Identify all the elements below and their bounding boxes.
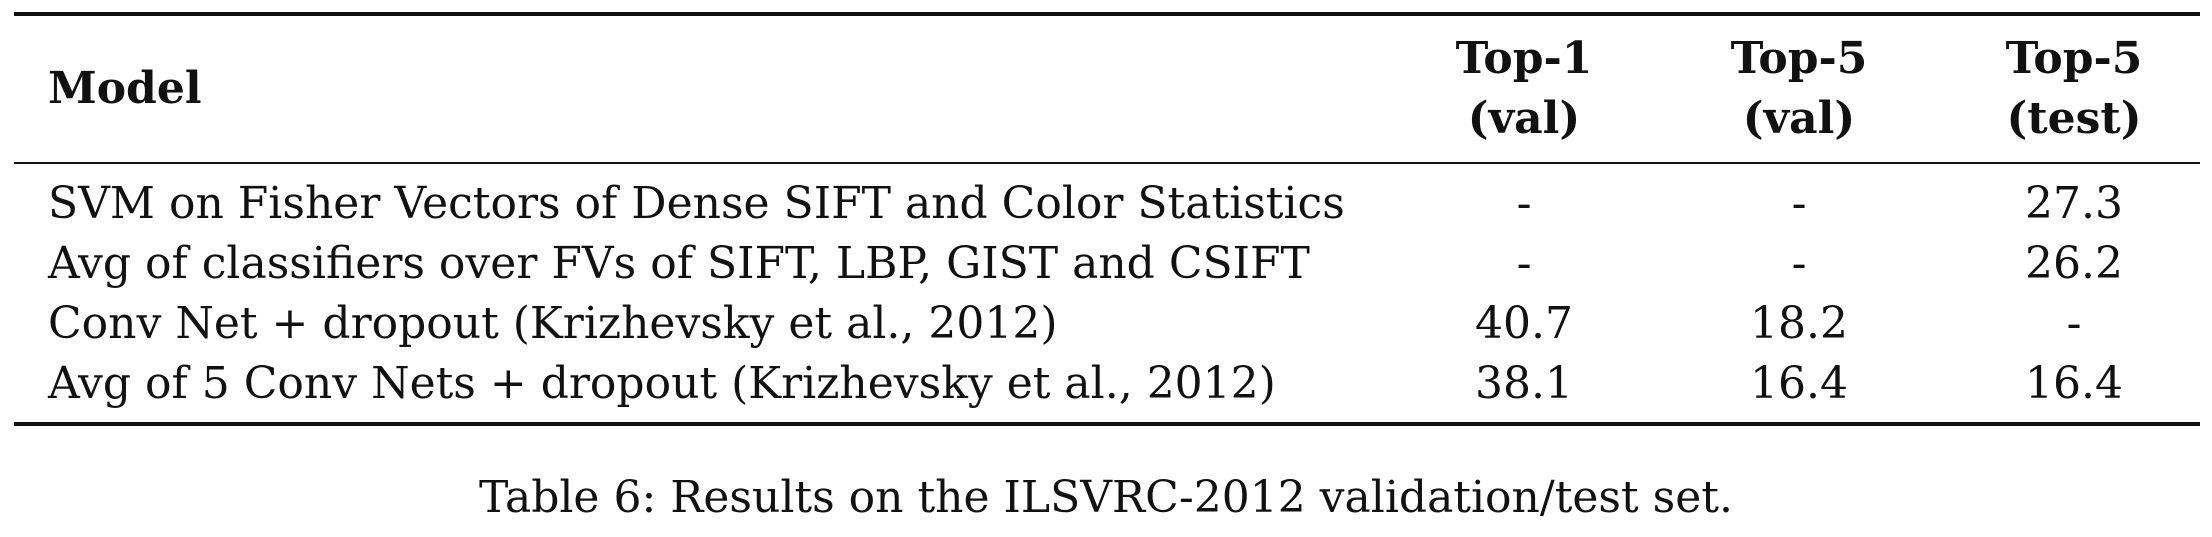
top5-val-cell: 18.2 xyxy=(1750,298,1848,349)
table-caption: Table 6: Results on the ILSVRC-2012 vali… xyxy=(479,472,1733,523)
top5-val-cell: - xyxy=(1791,238,1807,289)
top5-test-cell: - xyxy=(2066,298,2082,349)
header-top1-val-line2: (val) xyxy=(1467,93,1581,144)
top1-val-cell: - xyxy=(1516,178,1532,229)
header-top5-test-line1: Top-5 xyxy=(2005,33,2143,84)
table-body: SVM on Fisher Vectors of Dense SIFT and … xyxy=(14,164,2200,422)
header-top5-test: Top-5 (test) xyxy=(1944,16,2204,162)
top5-test-cell: 16.4 xyxy=(2025,358,2123,409)
header-top1-val: Top-1 (val) xyxy=(1394,16,1654,162)
header-model: Model xyxy=(48,16,202,162)
table-row: Avg of 5 Conv Nets + dropout (Krizhevsky… xyxy=(14,354,2200,414)
model-cell: SVM on Fisher Vectors of Dense SIFT and … xyxy=(48,178,1345,229)
model-cell: Avg of 5 Conv Nets + dropout (Krizhevsky… xyxy=(48,358,1276,409)
header-top5-val: Top-5 (val) xyxy=(1669,16,1929,162)
table-row: Avg of classifiers over FVs of SIFT, LBP… xyxy=(14,234,2200,294)
header-top5-val-line2: (val) xyxy=(1742,93,1856,144)
header-top5-val-line1: Top-5 xyxy=(1730,33,1868,84)
top-rule xyxy=(14,12,2200,16)
table-row: Conv Net + dropout (Krizhevsky et al., 2… xyxy=(14,294,2200,354)
results-table: Model Top-1 (val) Top-5 (val) Top-5 (tes… xyxy=(14,12,2200,426)
top5-test-cell: 26.2 xyxy=(2025,238,2123,289)
top5-val-cell: 16.4 xyxy=(1750,358,1848,409)
model-cell: Avg of classifiers over FVs of SIFT, LBP… xyxy=(48,238,1310,289)
table-header: Model Top-1 (val) Top-5 (val) Top-5 (tes… xyxy=(14,16,2200,162)
table-row: SVM on Fisher Vectors of Dense SIFT and … xyxy=(14,174,2200,234)
top1-val-cell: 40.7 xyxy=(1475,298,1573,349)
header-top1-val-line1: Top-1 xyxy=(1455,33,1593,84)
header-rule xyxy=(14,162,2200,164)
top5-val-cell: - xyxy=(1791,178,1807,229)
top5-test-cell: 27.3 xyxy=(2025,178,2123,229)
header-top5-test-line2: (test) xyxy=(2006,93,2142,144)
top1-val-cell: - xyxy=(1516,238,1532,289)
bottom-rule xyxy=(14,422,2200,426)
model-cell: Conv Net + dropout (Krizhevsky et al., 2… xyxy=(48,298,1058,349)
top1-val-cell: 38.1 xyxy=(1475,358,1573,409)
header-model-label: Model xyxy=(48,63,202,114)
